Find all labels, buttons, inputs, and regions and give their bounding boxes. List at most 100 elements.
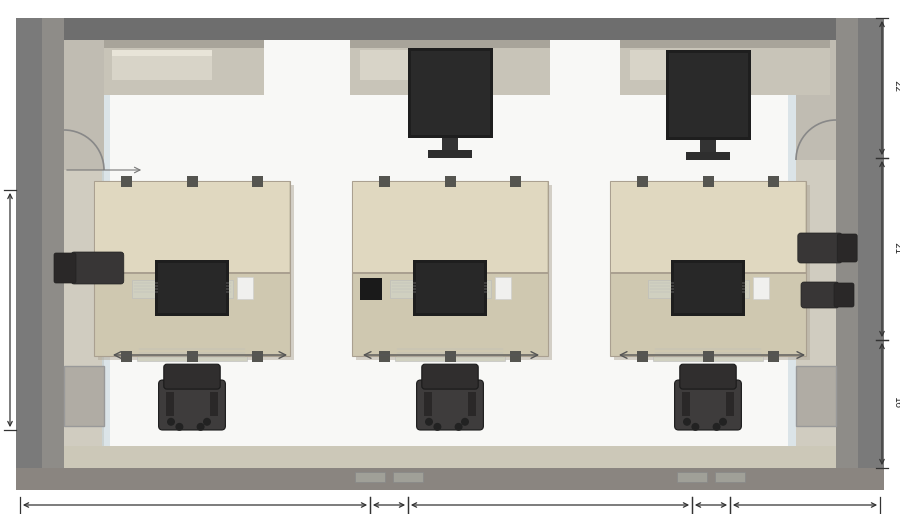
Circle shape — [425, 418, 433, 426]
FancyBboxPatch shape — [158, 380, 225, 430]
FancyBboxPatch shape — [834, 283, 854, 307]
Bar — [360, 278, 382, 300]
Text: 22': 22' — [892, 81, 900, 96]
Bar — [132, 280, 233, 298]
Bar — [395, 345, 505, 361]
Bar — [677, 472, 707, 482]
Bar — [350, 40, 550, 48]
Bar — [252, 176, 263, 187]
Bar — [355, 472, 385, 482]
Bar — [102, 40, 110, 446]
Bar — [611, 182, 805, 272]
Text: 16': 16' — [892, 397, 900, 411]
Bar — [187, 351, 198, 362]
Bar — [671, 260, 745, 316]
FancyBboxPatch shape — [675, 380, 742, 430]
Bar — [393, 472, 423, 482]
Bar — [510, 351, 521, 362]
Bar — [700, 140, 716, 155]
Bar — [121, 176, 132, 187]
Circle shape — [454, 423, 463, 431]
Bar — [104, 40, 264, 48]
Bar — [121, 351, 132, 362]
Bar — [620, 40, 830, 95]
Bar — [768, 351, 779, 362]
Bar — [666, 50, 751, 140]
Circle shape — [719, 418, 727, 426]
Bar — [669, 53, 748, 137]
Bar — [468, 392, 476, 415]
Bar — [614, 185, 810, 360]
Bar — [16, 18, 42, 468]
Bar — [715, 472, 745, 482]
FancyBboxPatch shape — [801, 282, 839, 308]
Bar — [112, 50, 212, 80]
Bar — [682, 392, 690, 415]
Bar — [796, 40, 836, 446]
Bar — [445, 176, 456, 187]
Bar — [788, 40, 796, 446]
Bar — [94, 272, 290, 274]
Bar — [64, 40, 836, 446]
Bar — [726, 392, 734, 415]
Circle shape — [203, 418, 211, 426]
Bar — [796, 366, 836, 426]
Bar — [796, 40, 836, 160]
Circle shape — [176, 423, 184, 431]
Bar — [630, 50, 750, 80]
Bar — [768, 176, 779, 187]
Bar — [379, 176, 390, 187]
Bar — [155, 260, 229, 316]
Bar — [104, 40, 264, 95]
Bar — [350, 40, 550, 95]
Bar — [360, 50, 480, 80]
Bar — [858, 18, 884, 468]
Bar — [637, 351, 648, 362]
Bar — [112, 50, 212, 56]
Bar — [95, 182, 289, 272]
Bar — [408, 48, 493, 138]
Bar — [428, 150, 472, 158]
FancyBboxPatch shape — [164, 364, 220, 389]
Bar — [137, 345, 247, 361]
Bar — [620, 40, 830, 48]
Bar — [495, 277, 511, 299]
FancyBboxPatch shape — [417, 380, 483, 430]
Circle shape — [683, 418, 691, 426]
Bar — [16, 468, 884, 490]
Bar — [753, 277, 769, 299]
Bar — [210, 392, 218, 415]
Bar — [648, 280, 749, 298]
FancyBboxPatch shape — [54, 253, 76, 283]
Bar — [390, 280, 491, 298]
Text: 21': 21' — [892, 242, 900, 256]
Bar — [445, 351, 456, 362]
Bar — [64, 446, 836, 468]
Bar — [610, 181, 806, 356]
Bar — [637, 176, 648, 187]
Bar — [411, 51, 490, 135]
Circle shape — [691, 423, 699, 431]
Bar — [64, 40, 104, 446]
Bar — [353, 182, 547, 272]
Bar — [424, 392, 432, 415]
Bar — [379, 351, 390, 362]
Bar — [674, 263, 742, 313]
Bar — [686, 152, 730, 160]
FancyBboxPatch shape — [680, 364, 736, 389]
Bar — [237, 277, 253, 299]
Bar — [252, 351, 263, 362]
Bar — [64, 446, 836, 468]
FancyBboxPatch shape — [422, 364, 478, 389]
Bar — [356, 185, 552, 360]
Bar — [166, 392, 174, 415]
Bar — [442, 138, 458, 153]
Circle shape — [713, 423, 721, 431]
Bar — [187, 176, 198, 187]
FancyBboxPatch shape — [71, 252, 124, 284]
Bar — [42, 18, 64, 468]
Bar — [352, 272, 548, 274]
Bar — [64, 366, 104, 426]
Bar — [352, 181, 548, 356]
Bar — [94, 181, 290, 356]
